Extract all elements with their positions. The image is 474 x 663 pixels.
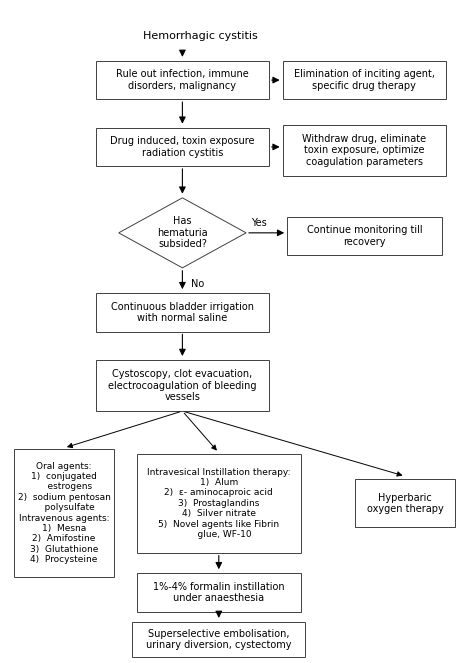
Text: Has
hematuria
subsided?: Has hematuria subsided? <box>157 216 208 249</box>
FancyBboxPatch shape <box>137 573 301 611</box>
Text: Intravesical Instillation therapy:
1)  Alum
2)  ε- aminocaproic acid
3)  Prostag: Intravesical Instillation therapy: 1) Al… <box>147 467 291 539</box>
FancyBboxPatch shape <box>283 125 447 176</box>
Text: Hemorrhagic cystitis: Hemorrhagic cystitis <box>143 30 258 40</box>
Text: No: No <box>191 278 205 289</box>
Text: Superselective embolisation,
urinary diversion, cystectomy: Superselective embolisation, urinary div… <box>146 629 292 650</box>
Text: Withdraw drug, eliminate
toxin exposure, optimize
coagulation parameters: Withdraw drug, eliminate toxin exposure,… <box>302 133 427 166</box>
Polygon shape <box>118 198 246 268</box>
FancyBboxPatch shape <box>132 622 305 657</box>
FancyBboxPatch shape <box>96 293 269 332</box>
Text: Hyperbaric
oxygen therapy: Hyperbaric oxygen therapy <box>367 493 444 514</box>
Text: Cystoscopy, clot evacuation,
electrocoagulation of bleeding
vessels: Cystoscopy, clot evacuation, electrocoag… <box>108 369 256 402</box>
FancyBboxPatch shape <box>14 450 114 577</box>
FancyBboxPatch shape <box>356 479 456 527</box>
Text: Elimination of inciting agent,
specific drug therapy: Elimination of inciting agent, specific … <box>294 70 435 91</box>
FancyBboxPatch shape <box>137 454 301 553</box>
FancyBboxPatch shape <box>96 360 269 411</box>
FancyBboxPatch shape <box>287 217 442 255</box>
FancyBboxPatch shape <box>96 61 269 99</box>
FancyBboxPatch shape <box>96 128 269 166</box>
Text: Drug induced, toxin exposure
radiation cystitis: Drug induced, toxin exposure radiation c… <box>110 136 255 158</box>
Text: Rule out infection, immune
disorders, malignancy: Rule out infection, immune disorders, ma… <box>116 70 249 91</box>
Text: Continuous bladder irrigation
with normal saline: Continuous bladder irrigation with norma… <box>111 302 254 323</box>
Text: Yes: Yes <box>251 218 266 228</box>
Text: Continue monitoring till
recovery: Continue monitoring till recovery <box>307 225 422 247</box>
FancyBboxPatch shape <box>283 61 447 99</box>
Text: Oral agents:
1)  conjugated
    estrogens
2)  sodium pentosan
    polysulfate
In: Oral agents: 1) conjugated estrogens 2) … <box>18 461 110 564</box>
Text: 1%-4% formalin instillation
under anaesthesia: 1%-4% formalin instillation under anaest… <box>153 581 284 603</box>
